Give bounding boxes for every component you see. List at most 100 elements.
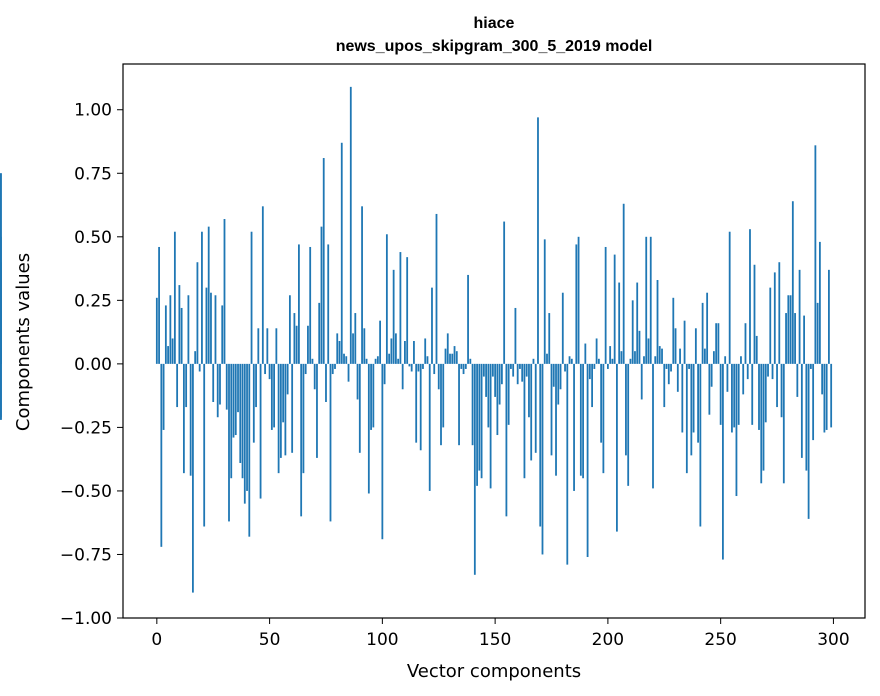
bar [169,295,172,364]
bar [464,363,467,369]
bar [640,363,643,400]
bar [300,363,303,517]
bar [225,363,228,410]
bar [268,363,271,380]
bar [376,356,379,364]
bar [683,320,686,364]
bar [782,363,785,484]
bar [550,363,553,456]
bar [724,356,727,364]
bar [214,295,217,364]
chart-subtitle: news_upos_skipgram_300_5_2019 model [336,38,653,55]
bar [740,356,742,364]
bar [392,269,395,364]
x-tick-label: 250 [704,630,736,650]
bar [731,363,733,433]
bar [383,363,386,385]
bar [458,363,460,446]
bar [722,363,724,560]
bar [658,346,661,364]
bar [307,325,309,364]
x-tick-label: 300 [817,630,849,650]
bar [710,363,713,387]
bar [582,363,584,479]
bar [478,363,481,471]
bar [419,363,422,451]
bar [744,323,747,364]
bar [449,353,451,364]
bar [313,363,316,390]
bar [555,363,557,476]
bar [241,363,244,479]
bar [694,328,697,364]
bar [250,231,253,364]
bar [164,305,167,364]
bar [234,363,237,436]
bar [749,229,751,364]
bar [345,356,348,364]
bar [638,330,641,364]
bar [728,231,731,364]
bar [712,351,715,364]
bar [343,353,345,364]
bar [381,363,384,540]
bar [627,363,630,486]
y-tick-label: 0.75 [74,164,112,184]
bar [248,363,251,537]
bar [422,363,424,369]
bar [816,302,819,364]
bar [162,363,165,430]
bar [512,363,515,377]
bar [776,363,778,408]
bar [309,246,312,364]
bar [336,333,339,364]
bar [311,358,314,364]
bar [701,302,704,364]
bar [399,252,402,364]
bar [394,333,397,364]
y-tick-label: 1.00 [74,101,112,121]
bar [780,363,783,418]
bar [762,363,765,471]
bar [679,348,681,364]
bar [277,363,280,474]
bar [442,363,445,428]
bar [196,262,199,364]
x-tick-label: 200 [592,630,624,650]
bar [577,236,580,364]
bar [413,341,415,364]
bar [0,173,2,364]
bar [649,236,652,364]
bar [760,363,763,484]
bar [521,363,524,382]
bar [690,363,693,456]
bar [178,285,181,364]
bar [0,363,2,420]
bar [334,363,336,369]
bar [735,363,738,497]
y-tick-label: −1.00 [60,609,112,629]
bar [706,292,709,364]
bar [634,351,636,364]
y-tick-label: −0.50 [60,482,112,502]
bar [451,353,454,364]
bar [293,313,296,364]
bar [699,363,702,527]
bar-series [0,86,833,593]
bar [685,363,688,474]
bar [561,292,564,364]
bar [767,363,769,377]
bar [340,142,343,364]
bar [194,351,197,364]
bar [467,274,469,364]
bar [216,363,219,418]
bar [597,358,600,364]
bar [503,221,506,364]
bar [778,262,781,364]
bar [491,363,494,377]
bar [604,246,607,364]
bar [410,363,413,372]
bar [363,328,366,364]
bar [645,236,648,364]
bar [564,363,566,372]
